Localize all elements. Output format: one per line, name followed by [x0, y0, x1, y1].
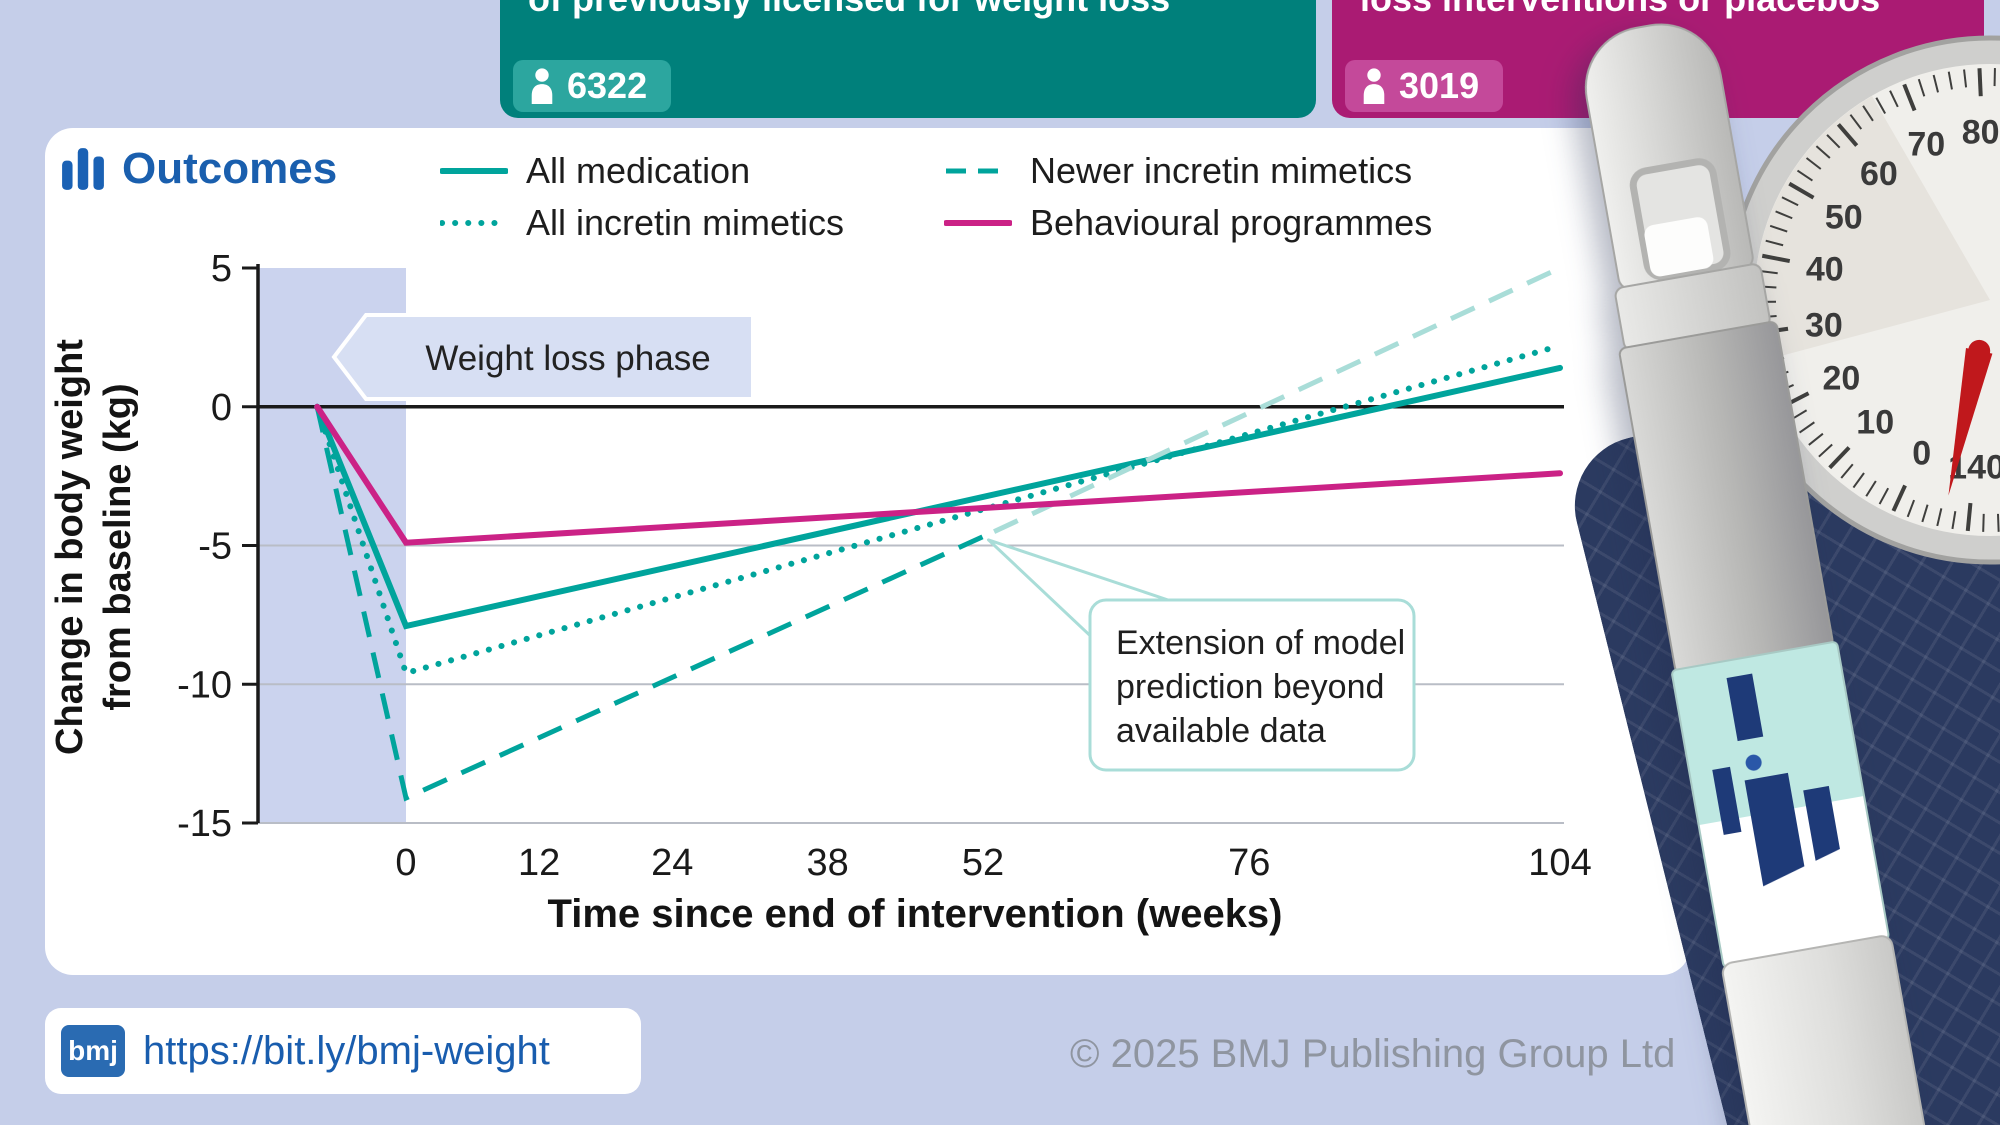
person-icon [531, 68, 553, 104]
legend-swatch-solid [944, 220, 1012, 226]
outcomes-chart: 5 0 -5 -10 -15 0 12 24 38 52 76 104 Weight loss phas… [177, 250, 1592, 884]
y-tick-label: -15 [177, 803, 232, 845]
legend-label: Newer incretin mimetics [1030, 150, 1413, 191]
person-icon [1363, 68, 1385, 104]
x-tick-label: 12 [518, 842, 560, 884]
dial-number: 60 [1860, 155, 1898, 193]
dial-number: 70 [1907, 126, 1945, 164]
comparator-card: loss interventions or placebos 3019 [1332, 0, 1984, 118]
dial-number: 40 [1806, 251, 1844, 289]
model-extension-callout [1088, 598, 1416, 772]
legend-swatch-solid [440, 168, 508, 174]
medication-card: of previously licensed for weight loss 6… [500, 0, 1316, 118]
y-tick-label: -10 [177, 664, 232, 706]
bar-chart-icon [62, 148, 104, 190]
y-tick-label: 0 [211, 387, 232, 429]
series-all-medication [314, 364, 1563, 630]
x-tick-label: 76 [1228, 842, 1270, 884]
legend-label: All medication [526, 150, 751, 191]
x-tick-label: 52 [962, 842, 1004, 884]
share-url-link[interactable]: https://bit.ly/bmj-weight [143, 1028, 550, 1073]
dial-pointer [1948, 348, 1993, 496]
model-extension-callout-text: Extension of model prediction beyond avail… [1116, 624, 1405, 750]
legend-item-behavioural-programmes: Behavioural programmes [944, 202, 1432, 244]
y-tick-label: 5 [211, 250, 232, 290]
legend-swatch-dashed [946, 168, 1010, 174]
comparator-count-badge: 3019 [1345, 60, 1504, 112]
y-tick-label: -5 [198, 526, 232, 568]
x-tick-label: 38 [807, 842, 849, 884]
series-behavioural-programmes [314, 403, 1563, 546]
dial-number: 80 [1962, 113, 2000, 151]
legend-label: Behavioural programmes [1030, 202, 1433, 243]
series-extension [993, 265, 1562, 534]
pen-label-bar [1712, 766, 1742, 835]
legend-item-newer-incretin-mimetics: Newer incretin mimetics [944, 150, 1412, 192]
weight-loss-phase-tag [331, 313, 755, 401]
comparator-card-text: loss interventions or placebos [1360, 0, 1880, 20]
y-axis-label: Change in body weight from baseline (kg) [49, 339, 139, 755]
url-box: bmj https://bit.ly/bmj-weight [45, 1008, 641, 1094]
page-title: Outcomes [122, 144, 338, 193]
dial-number: 50 [1825, 198, 1863, 236]
medication-count-badge: 6322 [513, 60, 672, 112]
pen-window-inner [1642, 215, 1715, 278]
medication-count: 6322 [567, 65, 648, 106]
comparator-count: 3019 [1399, 65, 1480, 106]
legend-label: All incretin mimetics [526, 202, 845, 243]
legend-item-all-medication: All medication [440, 150, 750, 192]
dial-number: 10 [1856, 404, 1894, 442]
legend-swatch-dotted [440, 220, 508, 226]
x-tick-label: 24 [651, 842, 693, 884]
pen-label-bar [1726, 673, 1764, 742]
x-axis-label: Time since end of intervention (weeks) [547, 892, 1283, 936]
series-all-incretin-mimetics [314, 342, 1563, 677]
copyright-text: © 2025 BMJ Publishing Group Ltd [1070, 1032, 1676, 1076]
x-tick-label: 104 [1528, 842, 1591, 884]
weight-loss-phase-label: Weight loss phase [425, 339, 710, 378]
dial-number: 30 [1805, 306, 1843, 344]
legend-item-all-incretin-mimetics: All incretin mimetics [440, 202, 844, 244]
pen-label-dot [1744, 753, 1763, 772]
dial-number: 0 [1912, 434, 1931, 472]
dial-number: 20 [1822, 359, 1860, 397]
x-tick-label: 0 [395, 842, 416, 884]
outcomes-header: Outcomes [60, 144, 337, 194]
series-newer-incretin-mimetics [314, 406, 996, 802]
medication-card-text: of previously licensed for weight loss [528, 0, 1170, 20]
bmj-logo: bmj [61, 1025, 125, 1077]
